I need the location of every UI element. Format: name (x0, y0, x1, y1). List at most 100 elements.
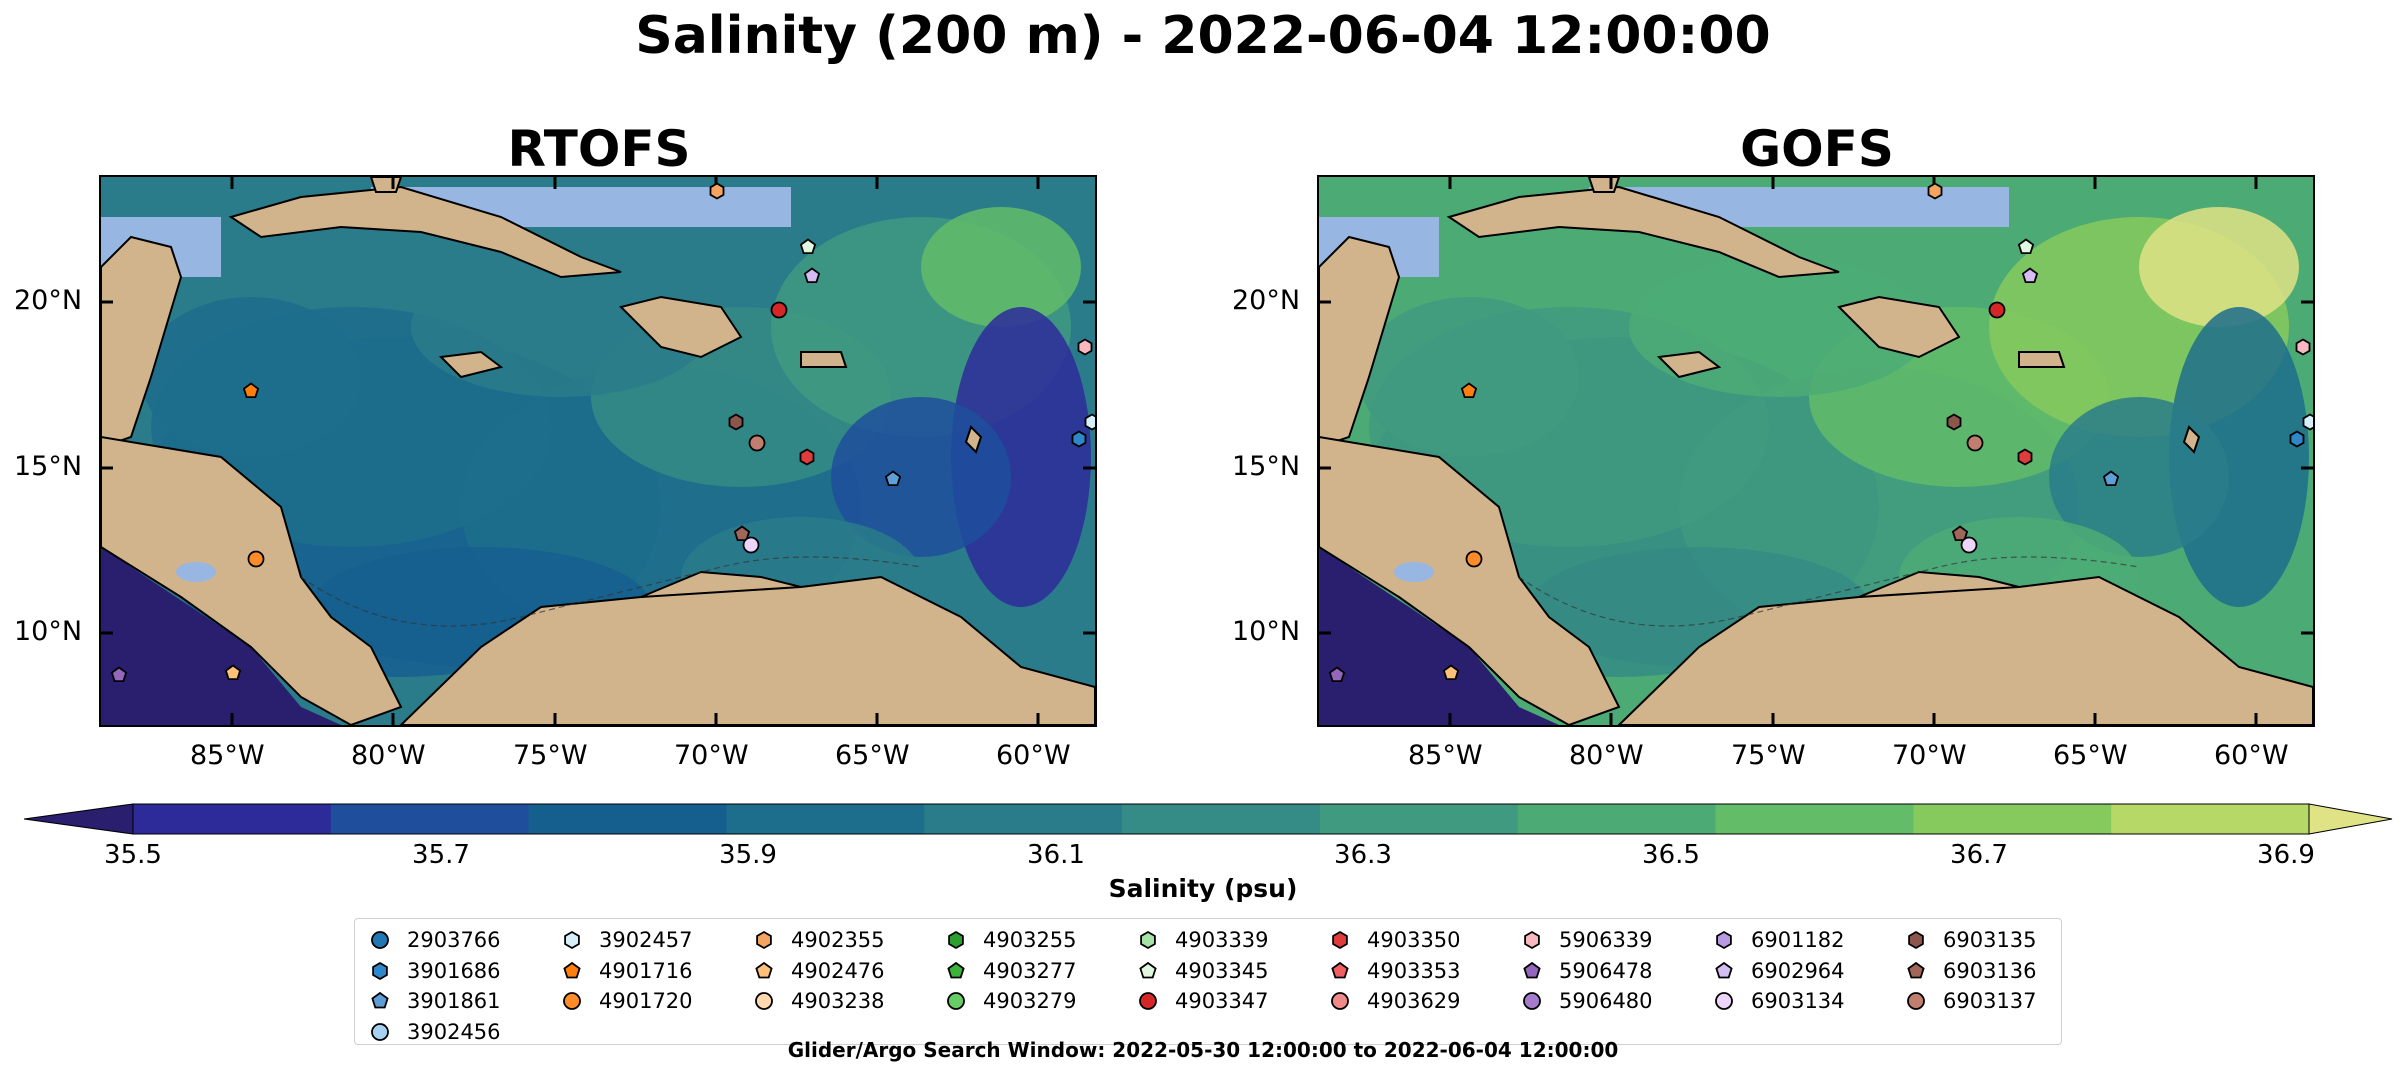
legend-item: 6903134 (1713, 986, 1845, 1017)
colorbar-segment (924, 804, 1124, 834)
legend-label: 4903345 (1175, 958, 1269, 983)
venezuela-coast-land (1858, 570, 2020, 598)
legend: 2903766 3901686 3901861 3902456 3902457 49017… (354, 918, 2062, 1045)
south-america-land (1617, 575, 2313, 725)
float-marker-6903135 (1946, 413, 1962, 431)
legend-label: 3902456 (407, 1019, 501, 1044)
colorbar-tick: 36.7 (1950, 840, 2008, 870)
legend-marker-icon (1332, 931, 1348, 950)
legend-marker-shape (564, 931, 580, 950)
float-marker-4901716 (242, 382, 260, 399)
y-tick-label: 10°N (1232, 616, 1301, 647)
colorbar-segment (1122, 804, 1321, 834)
legend-item: 4903255 (945, 925, 1077, 956)
jamaica-land (438, 350, 504, 379)
hispaniola-land (1837, 295, 1961, 359)
legend-column: 2903766 3901686 3901861 3902456 (369, 925, 501, 1047)
float-marker-6903134 (1960, 536, 1978, 554)
legend-item: 4903238 (753, 986, 885, 1017)
colorbar-segment (2111, 804, 2310, 834)
legend-item: 4901720 (561, 986, 693, 1017)
legend-marker-icon (755, 961, 773, 979)
legend-marker-shape (1523, 961, 1541, 979)
legend-marker-shape (371, 992, 389, 1009)
legend-marker-shape (1332, 931, 1348, 950)
legend-marker-icon (1907, 992, 1925, 1011)
legend-item: 4902476 (753, 956, 885, 987)
rtofs-map (99, 175, 1097, 727)
lake (1394, 562, 1434, 582)
colorbar-tick: 36.9 (2257, 840, 2315, 870)
pacific-ocean (101, 547, 341, 725)
legend-marker-shape (755, 961, 773, 979)
legend-label: 4903353 (1367, 958, 1461, 983)
legend-marker-shape (755, 992, 773, 1011)
puerto-rico-land (2018, 351, 2066, 368)
florida-tip-land (369, 177, 403, 193)
y-tick-label: 10°N (14, 616, 83, 647)
legend-item: 4903350 (1329, 925, 1461, 956)
legend-marker-icon (947, 961, 965, 979)
legend-column: 5906339 5906478 5906480 (1521, 925, 1653, 1017)
legend-marker-icon (1524, 931, 1540, 950)
legend-item: 3902457 (561, 925, 693, 956)
legend-marker-icon (755, 992, 773, 1011)
legend-label: 6903136 (1943, 958, 2037, 983)
legend-marker-shape (371, 931, 389, 950)
legend-label: 4902355 (791, 928, 885, 953)
legend-marker-shape (1139, 961, 1157, 979)
colorbar-min-extend (24, 803, 134, 835)
float-marker-4903345 (799, 238, 817, 254)
x-tick-label: 70°W (674, 740, 749, 771)
colorbar-segment (133, 804, 332, 834)
legend-marker-icon (948, 931, 964, 950)
colorbar-segment (1913, 804, 2113, 834)
gofs-map (1317, 175, 2315, 727)
puerto-rico-land (800, 351, 848, 368)
float-marker-6902964 (803, 267, 821, 283)
legend-marker-shape (1908, 931, 1924, 950)
colorbar-tick: 36.3 (1334, 840, 1392, 870)
legend-label: 5906478 (1559, 958, 1653, 983)
legend-item: 4903339 (1137, 925, 1269, 956)
float-marker-3901861 (884, 470, 902, 487)
legend-marker-icon (947, 992, 965, 1011)
legend-marker-icon (1907, 961, 1925, 979)
x-tick-label: 75°W (1731, 740, 1806, 771)
x-tick-label: 80°W (1569, 740, 1644, 771)
legend-marker-shape (563, 961, 581, 979)
salinity-patch (141, 297, 361, 457)
legend-marker-shape (947, 992, 965, 1011)
colorbar-tick: 36.5 (1642, 840, 1700, 870)
float-marker-4902476 (224, 664, 242, 681)
legend-label: 3902457 (599, 928, 693, 953)
search-window-note: Glider/Argo Search Window: 2022-05-30 12… (787, 1038, 1619, 1062)
legend-label: 4901720 (599, 989, 693, 1014)
legend-item: 5906480 (1521, 986, 1653, 1017)
legend-label: 6903135 (1943, 928, 2037, 953)
legend-item: 4903629 (1329, 986, 1461, 1017)
legend-label: 6903134 (1751, 989, 1845, 1014)
legend-item: 5906478 (1521, 956, 1653, 987)
float-marker-3901686 (1071, 430, 1087, 448)
x-tick-label: 85°W (1408, 740, 1483, 771)
legend-marker-shape (1524, 931, 1540, 950)
legend-marker-icon (372, 961, 388, 980)
legend-marker-icon (1716, 931, 1732, 950)
float-marker-5906339 (1077, 338, 1093, 356)
float-marker-4903350 (2017, 448, 2033, 466)
colorbar-tick: 35.9 (719, 840, 777, 870)
legend-marker-shape (563, 992, 581, 1011)
legend-marker-shape (372, 961, 388, 980)
float-marker-6903136 (733, 525, 751, 542)
legend-marker-shape (756, 931, 772, 950)
legend-item: 4903345 (1137, 956, 1269, 987)
float-marker-4903345 (2017, 238, 2035, 254)
float-marker-4901716 (1460, 382, 1478, 399)
float-marker-4901720 (247, 550, 265, 568)
legend-marker-icon (1331, 961, 1349, 979)
legend-item: 6902964 (1713, 956, 1845, 987)
hispaniola-land (619, 295, 743, 359)
x-tick-label: 65°W (835, 740, 910, 771)
salinity-patch (2049, 397, 2229, 557)
